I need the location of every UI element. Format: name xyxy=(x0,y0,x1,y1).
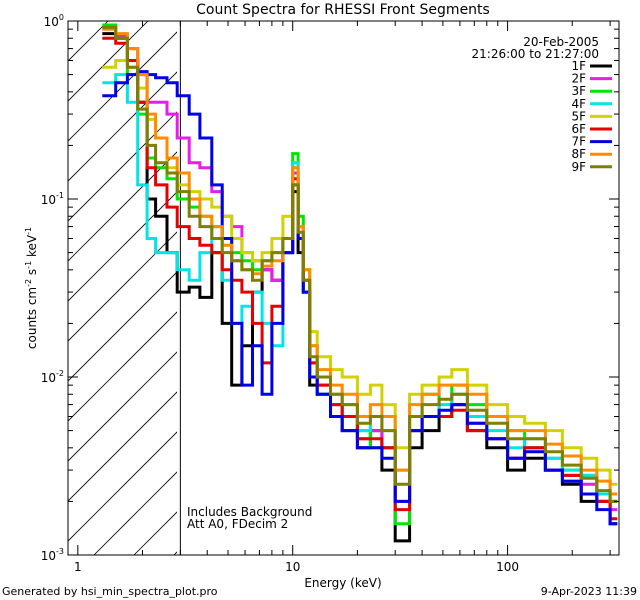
hatch-line xyxy=(68,31,177,142)
x-axis-label: Energy (keV) xyxy=(304,576,381,590)
legend-label-8f: 8F xyxy=(571,147,586,161)
legend-label-6f: 6F xyxy=(571,122,586,136)
hatch-line xyxy=(68,21,109,62)
date-label: 20-Feb-2005 xyxy=(523,35,599,49)
hatch-line xyxy=(68,391,177,502)
y-tick-label: 10-1 xyxy=(41,191,64,207)
attenuator-hatch-region xyxy=(68,21,640,555)
legend-label-1f: 1F xyxy=(571,59,586,73)
plot-frame xyxy=(67,20,620,556)
hatch-line xyxy=(93,471,177,555)
y-tick-label: 10-3 xyxy=(41,547,64,563)
legend-label-7f: 7F xyxy=(571,135,586,149)
series-line-5f xyxy=(102,59,618,486)
hatch-line xyxy=(454,21,640,555)
y-axis-label-sup-2: -1 xyxy=(24,261,33,269)
series-line-9f xyxy=(102,25,618,503)
hatch-line xyxy=(414,21,640,555)
y-axis-label-mid-1: s xyxy=(25,269,39,279)
hatch-line xyxy=(68,21,149,102)
y-axis-label: counts cm-2 s-1 keV-1 xyxy=(24,227,39,349)
x-axis: 1 10 100 xyxy=(74,21,611,574)
series-line-8f xyxy=(102,27,618,496)
y-axis-label-sup-3: -1 xyxy=(24,227,33,235)
y-tick-label: 10-2 xyxy=(41,369,64,385)
annotation-attenuator: Att A0, FDecim 2 xyxy=(187,517,288,531)
legend-label-9f: 9F xyxy=(571,160,586,174)
x-tick-label: 10 xyxy=(285,560,300,574)
hatch-line xyxy=(68,351,177,462)
annotation-background: Includes Background xyxy=(187,505,312,519)
legend-label-5f: 5F xyxy=(571,109,586,123)
hatch-line xyxy=(68,191,177,302)
y-tick-label: 100 xyxy=(44,13,64,29)
chart-title: Count Spectra for RHESSI Front Segments xyxy=(196,2,490,18)
y-axis: 100 10-1 10-2 10-3 xyxy=(41,13,619,563)
time-range-label: 21:26:00 to 21:27:00 xyxy=(472,47,599,61)
hatch-line xyxy=(68,231,177,342)
hatch-line xyxy=(614,21,640,555)
series-layer xyxy=(102,23,618,543)
hatch-line xyxy=(374,21,640,555)
y-axis-label-sup-1: -2 xyxy=(24,279,33,287)
x-tick-label: 100 xyxy=(496,560,519,574)
series-line-1f xyxy=(102,32,618,543)
hatch-line xyxy=(68,431,177,542)
legend-label-2f: 2F xyxy=(571,72,586,86)
x-tick-label: 1 xyxy=(74,560,82,574)
legend-label-4f: 4F xyxy=(571,97,586,111)
y-axis-label-main: counts cm xyxy=(25,287,39,349)
hatch-line xyxy=(68,311,177,422)
footer-timestamp: 9-Apr-2023 11:39 xyxy=(541,585,637,598)
hatch-line xyxy=(68,271,177,382)
legend-label-3f: 3F xyxy=(571,84,586,98)
y-axis-label-mid-2: keV xyxy=(25,234,39,261)
footer-generator: Generated by hsi_min_spectra_plot.pro xyxy=(2,585,218,598)
